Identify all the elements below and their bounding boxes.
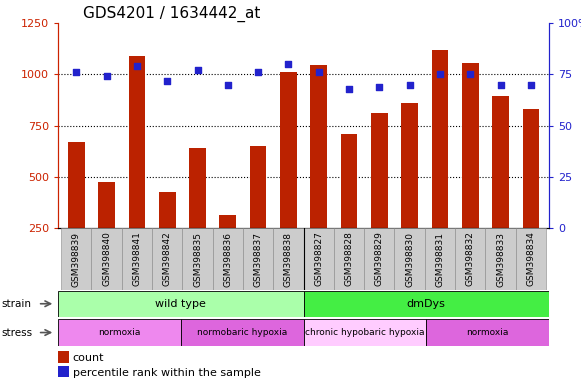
- Text: normoxia: normoxia: [98, 328, 141, 337]
- Text: GSM398841: GSM398841: [132, 232, 141, 286]
- Bar: [68, 142, 85, 280]
- Text: chronic hypobaric hypoxia: chronic hypobaric hypoxia: [305, 328, 425, 337]
- Bar: [401, 103, 418, 280]
- Bar: [122, 228, 152, 290]
- Text: GSM398835: GSM398835: [193, 232, 202, 286]
- Point: [253, 69, 263, 75]
- Bar: [220, 215, 236, 280]
- Bar: [310, 65, 327, 280]
- Text: GSM398838: GSM398838: [284, 232, 293, 286]
- Bar: [250, 146, 267, 280]
- Bar: [394, 228, 425, 290]
- Text: stress: stress: [2, 328, 33, 338]
- Text: GSM398828: GSM398828: [345, 232, 353, 286]
- Bar: [91, 228, 122, 290]
- Text: normoxia: normoxia: [467, 328, 509, 337]
- Point: [223, 81, 232, 88]
- Point: [193, 67, 202, 73]
- Bar: [303, 291, 549, 317]
- Bar: [340, 134, 357, 280]
- Point: [345, 86, 354, 92]
- Text: GSM398834: GSM398834: [526, 232, 535, 286]
- Point: [102, 73, 111, 79]
- Text: count: count: [73, 353, 104, 363]
- Bar: [159, 192, 175, 280]
- Point: [526, 81, 536, 88]
- Point: [465, 71, 475, 78]
- Text: GSM398830: GSM398830: [405, 232, 414, 286]
- Bar: [426, 319, 549, 346]
- Bar: [280, 72, 297, 280]
- Text: GSM398840: GSM398840: [102, 232, 111, 286]
- Bar: [485, 228, 516, 290]
- Point: [132, 63, 142, 69]
- Point: [71, 69, 81, 75]
- Bar: [522, 109, 539, 280]
- Text: GSM398842: GSM398842: [163, 232, 172, 286]
- Bar: [273, 228, 303, 290]
- Point: [405, 81, 414, 88]
- Text: GSM398833: GSM398833: [496, 232, 505, 286]
- Text: GSM398836: GSM398836: [223, 232, 232, 286]
- Bar: [181, 319, 303, 346]
- Bar: [364, 228, 394, 290]
- Text: GSM398827: GSM398827: [314, 232, 323, 286]
- Text: dmDys: dmDys: [407, 299, 446, 309]
- Bar: [128, 56, 145, 280]
- Bar: [58, 291, 303, 317]
- Text: GSM398837: GSM398837: [254, 232, 263, 286]
- Text: GSM398831: GSM398831: [435, 232, 444, 286]
- Point: [496, 81, 505, 88]
- Bar: [432, 50, 449, 280]
- Text: GSM398839: GSM398839: [72, 232, 81, 286]
- Point: [314, 69, 324, 75]
- Point: [435, 71, 444, 78]
- Bar: [152, 228, 182, 290]
- Text: percentile rank within the sample: percentile rank within the sample: [73, 368, 260, 378]
- Text: GSM398829: GSM398829: [375, 232, 384, 286]
- Bar: [455, 228, 485, 290]
- Point: [284, 61, 293, 67]
- Text: GSM398832: GSM398832: [466, 232, 475, 286]
- Bar: [182, 228, 213, 290]
- Bar: [303, 319, 426, 346]
- Text: GDS4201 / 1634442_at: GDS4201 / 1634442_at: [83, 5, 260, 22]
- Text: normobaric hypoxia: normobaric hypoxia: [197, 328, 288, 337]
- Bar: [462, 63, 479, 280]
- Text: wild type: wild type: [155, 299, 206, 309]
- Bar: [58, 319, 181, 346]
- Bar: [492, 96, 509, 280]
- Bar: [371, 113, 388, 280]
- Bar: [243, 228, 273, 290]
- Bar: [61, 228, 91, 290]
- Text: strain: strain: [2, 299, 32, 309]
- Bar: [425, 228, 455, 290]
- Bar: [334, 228, 364, 290]
- Bar: [98, 182, 115, 280]
- Bar: [189, 148, 206, 280]
- Bar: [516, 228, 546, 290]
- Point: [163, 78, 172, 84]
- Bar: [213, 228, 243, 290]
- Point: [375, 84, 384, 90]
- Bar: [303, 228, 334, 290]
